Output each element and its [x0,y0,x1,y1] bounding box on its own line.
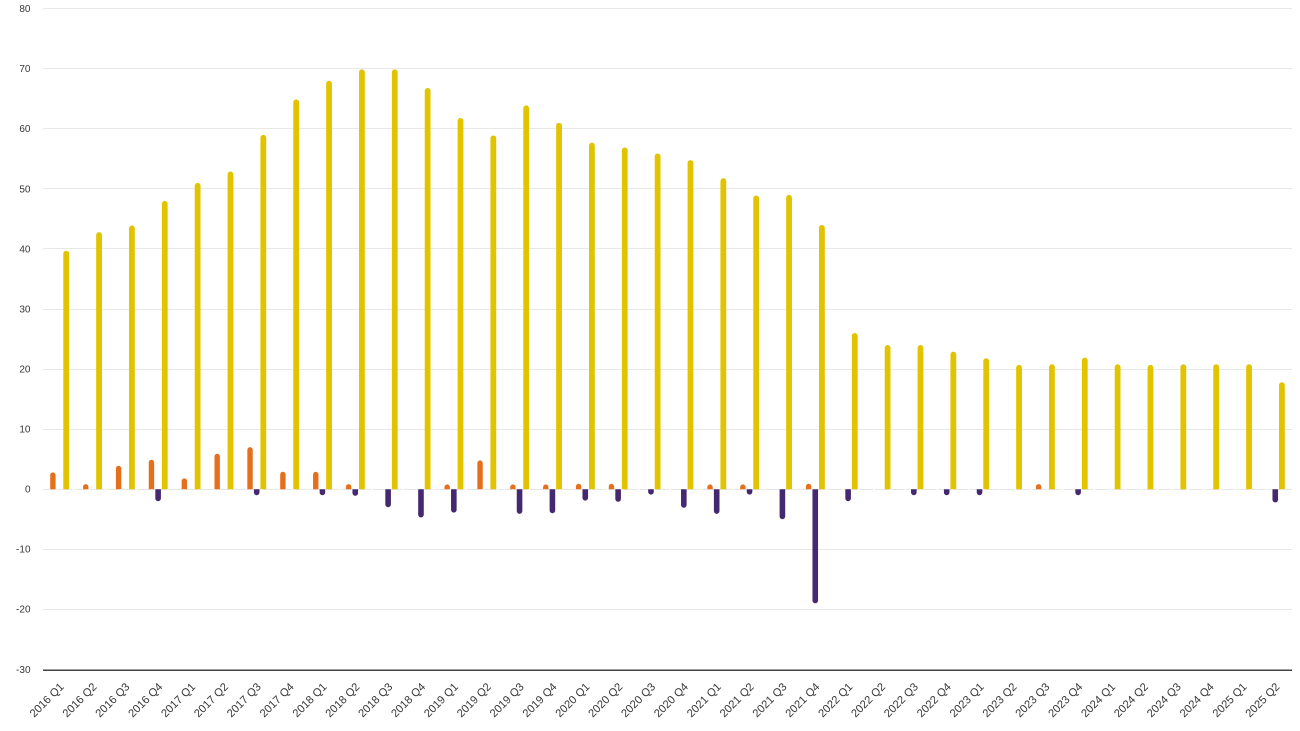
svg-text:-10: -10 [16,545,31,556]
svg-text:80: 80 [19,4,31,15]
svg-text:70: 70 [19,64,31,75]
svg-text:30: 30 [19,304,31,315]
svg-text:20: 20 [19,364,31,375]
svg-text:0: 0 [25,485,31,496]
svg-text:50: 50 [19,184,31,195]
svg-text:40: 40 [19,244,31,255]
svg-text:-20: -20 [16,605,31,616]
svg-text:-30: -30 [16,665,31,676]
svg-text:60: 60 [19,124,31,135]
svg-text:10: 10 [19,425,31,436]
